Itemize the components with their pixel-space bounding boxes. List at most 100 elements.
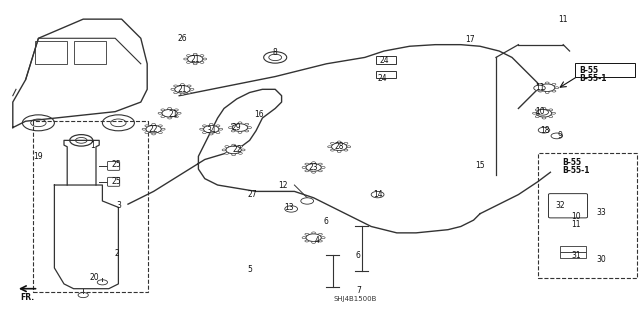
Circle shape: [232, 154, 236, 156]
Circle shape: [168, 108, 172, 109]
Text: 33: 33: [596, 208, 607, 217]
Circle shape: [549, 116, 553, 118]
Circle shape: [245, 123, 249, 125]
Circle shape: [542, 117, 546, 119]
Circle shape: [319, 163, 323, 165]
Text: 26: 26: [177, 34, 188, 43]
Text: 7: 7: [356, 286, 361, 295]
Text: 14: 14: [372, 190, 383, 199]
Circle shape: [238, 131, 242, 133]
Circle shape: [232, 144, 236, 146]
Text: 29: 29: [232, 123, 242, 132]
Text: 6: 6: [324, 217, 329, 226]
Circle shape: [344, 149, 348, 151]
Circle shape: [152, 133, 156, 135]
Text: 22: 22: [232, 145, 241, 154]
Text: 10: 10: [571, 212, 581, 221]
Text: 3: 3: [116, 201, 121, 210]
Circle shape: [202, 132, 206, 134]
Text: 20: 20: [90, 273, 100, 282]
Circle shape: [180, 93, 184, 95]
Text: B-55-1: B-55-1: [579, 74, 607, 83]
Bar: [33, 121, 148, 292]
Circle shape: [188, 55, 203, 63]
Bar: [560, 246, 586, 252]
Text: B-55: B-55: [579, 66, 598, 75]
Circle shape: [216, 125, 220, 127]
Text: 24: 24: [379, 56, 389, 65]
Text: 23: 23: [308, 163, 319, 172]
Text: SHJ4B1500B: SHJ4B1500B: [333, 296, 377, 302]
Circle shape: [535, 116, 539, 118]
Circle shape: [159, 125, 163, 127]
Circle shape: [537, 109, 548, 115]
Circle shape: [193, 63, 197, 65]
Circle shape: [162, 109, 177, 117]
Text: 24: 24: [378, 74, 388, 83]
Text: 22: 22: [149, 125, 158, 134]
Circle shape: [216, 132, 220, 134]
Bar: [35, 41, 67, 64]
Text: 30: 30: [596, 256, 607, 264]
Circle shape: [248, 127, 252, 129]
Circle shape: [551, 133, 563, 139]
Circle shape: [332, 143, 347, 151]
Circle shape: [535, 109, 539, 111]
Circle shape: [264, 52, 287, 63]
FancyBboxPatch shape: [548, 194, 588, 218]
Circle shape: [536, 109, 552, 117]
Circle shape: [344, 142, 348, 144]
Circle shape: [193, 53, 197, 55]
Circle shape: [542, 108, 546, 109]
Circle shape: [305, 170, 308, 172]
Circle shape: [188, 85, 191, 87]
Circle shape: [203, 58, 207, 60]
Circle shape: [152, 123, 156, 125]
Circle shape: [228, 127, 232, 129]
Circle shape: [302, 237, 306, 239]
Circle shape: [302, 167, 306, 168]
Circle shape: [200, 55, 204, 56]
Circle shape: [545, 82, 549, 84]
Circle shape: [145, 125, 148, 127]
Text: B-55: B-55: [562, 158, 581, 167]
Circle shape: [146, 125, 161, 133]
Circle shape: [184, 58, 188, 60]
Text: 18: 18: [541, 126, 550, 135]
Circle shape: [161, 116, 164, 118]
Circle shape: [337, 141, 341, 143]
Text: 1: 1: [90, 141, 95, 150]
Circle shape: [225, 145, 228, 147]
Circle shape: [175, 85, 190, 93]
Text: 11: 11: [535, 83, 544, 92]
Circle shape: [306, 164, 321, 171]
Circle shape: [202, 125, 206, 127]
Circle shape: [285, 206, 298, 212]
Circle shape: [347, 146, 351, 148]
Circle shape: [232, 124, 248, 131]
Circle shape: [238, 122, 242, 124]
Circle shape: [371, 191, 384, 198]
Circle shape: [305, 163, 308, 165]
FancyBboxPatch shape: [108, 161, 120, 170]
Text: 8: 8: [273, 48, 278, 57]
Text: 25: 25: [111, 177, 122, 186]
Circle shape: [306, 234, 321, 241]
Text: 12: 12: [278, 181, 287, 189]
Bar: [560, 252, 586, 258]
Text: 17: 17: [465, 35, 476, 44]
Circle shape: [337, 151, 341, 152]
Text: 10: 10: [534, 107, 545, 116]
Circle shape: [330, 142, 334, 144]
Circle shape: [245, 130, 249, 132]
Circle shape: [312, 171, 316, 173]
Text: 31: 31: [571, 251, 581, 260]
Circle shape: [305, 233, 308, 235]
Text: 13: 13: [284, 203, 294, 212]
Circle shape: [328, 146, 332, 148]
Circle shape: [188, 92, 191, 94]
Circle shape: [319, 233, 323, 235]
Circle shape: [186, 62, 190, 63]
Text: 4: 4: [314, 236, 319, 245]
Circle shape: [180, 84, 184, 85]
